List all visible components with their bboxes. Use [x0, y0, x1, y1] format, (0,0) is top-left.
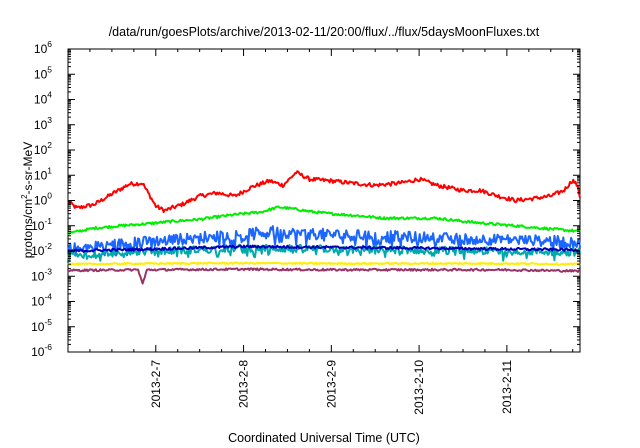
y-axis-label-sup: 2 [20, 194, 29, 199]
y-tick-base: 10 [34, 194, 48, 208]
y-tick-label: 105 [34, 64, 52, 81]
x-tick-label: 2013-2-9 [324, 360, 338, 408]
chart-title: /data/run/goesPlots/archive/2013-02-11/2… [109, 25, 540, 39]
y-tick-base: 10 [34, 118, 48, 132]
x-axis: 2013-2-7 2013-2-8 2013-2-9 2013-2-10 2013-2-… [89, 49, 574, 415]
y-tick-exp: 4 [47, 90, 52, 100]
x-tick-label: 2013-2-10 [412, 360, 426, 415]
y-tick-label: 100 [34, 191, 52, 208]
y-tick-label: 104 [34, 90, 52, 107]
x-tick-label: 2013-2-7 [149, 360, 163, 408]
series-layer [67, 170, 581, 285]
y-tick-exp: -2 [44, 241, 52, 251]
y-axis: 10610510410310210110010-110-210-310-410-… [31, 39, 580, 359]
y-tick-base: 10 [34, 67, 48, 81]
y-tick-base: 10 [31, 320, 45, 334]
y-tick-base: 10 [31, 269, 45, 283]
y-tick-label: 106 [34, 39, 52, 56]
x-axis-label: Coordinated Universal Time (UTC) [228, 431, 420, 445]
y-axis-label-suffix: -s-sr-MeV [21, 142, 35, 195]
series-line [67, 267, 581, 285]
y-tick-base: 10 [31, 244, 45, 258]
y-tick-exp: 2 [47, 140, 52, 150]
y-tick-label: 102 [34, 140, 52, 157]
plot-frame [67, 48, 581, 353]
y-tick-label: 10-5 [31, 317, 52, 334]
y-tick-base: 10 [31, 219, 45, 233]
x-tick-label: 2013-2-8 [237, 360, 251, 408]
y-tick-base: 10 [34, 168, 48, 182]
x-tick-label: 2013-2-11 [500, 360, 514, 414]
y-tick-exp: 3 [47, 115, 52, 125]
y-tick-label: 10-2 [31, 241, 52, 258]
y-axis-label: protons/cm2-s-sr-MeV [20, 142, 35, 258]
series-line [67, 205, 581, 235]
y-tick-exp: 0 [47, 191, 52, 201]
y-tick-label: 101 [34, 165, 52, 182]
y-tick-label: 10-4 [31, 292, 52, 309]
y-tick-exp: -3 [44, 266, 52, 276]
series-line [67, 170, 581, 214]
y-tick-label: 10-6 [31, 342, 52, 359]
y-tick-exp: -5 [44, 317, 52, 327]
y-tick-base: 10 [31, 345, 45, 359]
y-tick-base: 10 [31, 295, 45, 309]
series-line [67, 225, 581, 257]
series-line [67, 244, 581, 253]
y-tick-label: 10-3 [31, 266, 52, 283]
y-tick-exp: -1 [44, 216, 52, 226]
y-tick-label: 10-1 [31, 216, 52, 233]
y-tick-exp: -6 [44, 342, 52, 352]
y-tick-base: 10 [34, 93, 48, 107]
y-tick-exp: 6 [47, 39, 52, 49]
series-line [67, 261, 581, 266]
y-tick-exp: -4 [44, 292, 52, 302]
y-tick-base: 10 [34, 143, 48, 157]
y-axis-label-prefix: protons/cm [21, 199, 35, 258]
y-tick-exp: 5 [47, 64, 52, 74]
y-tick-base: 10 [34, 42, 48, 56]
y-tick-exp: 1 [47, 165, 52, 175]
y-tick-label: 103 [34, 115, 52, 132]
